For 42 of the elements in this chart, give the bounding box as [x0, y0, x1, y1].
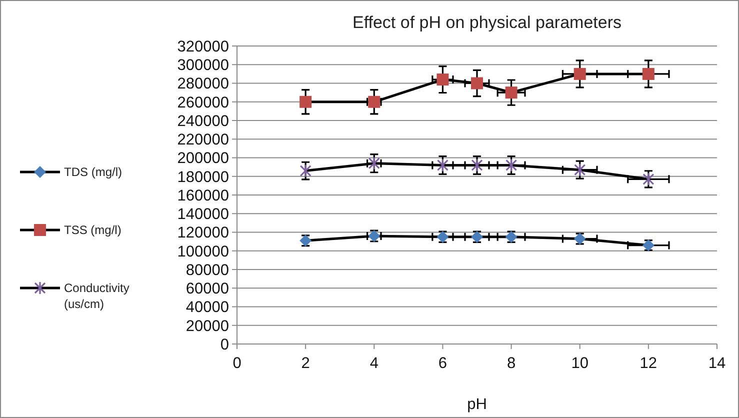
chart-title: Effect of pH on physical parameters [352, 13, 622, 32]
x-tick-label: 2 [301, 355, 310, 372]
x-tick-label: 14 [708, 355, 726, 372]
y-tick-label: 140000 [177, 206, 230, 224]
point [574, 163, 586, 177]
y-tick-label: 40000 [186, 299, 230, 316]
x-axis-title: pH [467, 396, 487, 413]
point [574, 68, 586, 80]
point [471, 77, 483, 90]
y-tick-label: 120000 [177, 224, 230, 242]
y-tick-label: 80000 [186, 262, 230, 279]
point [436, 158, 449, 172]
x-tick-label: 10 [571, 355, 589, 372]
point [471, 158, 483, 172]
y-tick-label: 20000 [186, 318, 230, 335]
y-tick-label: 300000 [177, 57, 230, 74]
x-tick-label: 0 [232, 355, 242, 372]
y-tick-label: 160000 [177, 187, 230, 204]
point [505, 158, 518, 172]
y-tick-label: 240000 [177, 112, 230, 130]
point [642, 68, 654, 80]
x-tick-label: 4 [370, 355, 379, 372]
y-tick-label: 180000 [177, 168, 230, 186]
point [436, 74, 449, 86]
point [642, 172, 654, 186]
y-tick-label: 260000 [177, 94, 230, 112]
y-tick-label: 220000 [177, 132, 230, 149]
y-tick-label: 60000 [186, 280, 230, 298]
x-tick-label: 6 [438, 355, 448, 372]
y-tick-label: 100000 [177, 243, 230, 260]
x-tick-label: 8 [506, 355, 516, 372]
point [505, 86, 518, 99]
y-tick-label: 200000 [177, 150, 230, 168]
y-tick-label: 0 [220, 336, 230, 354]
legend-label: TDS (mg/l) [64, 165, 122, 180]
point [300, 164, 312, 178]
y-tick-label: 280000 [177, 76, 230, 93]
point [300, 96, 312, 108]
legend-label: TSS (mg/l) [64, 223, 122, 238]
y-tick-label: 320000 [177, 38, 230, 56]
legend-label: Conductivity (us/cm) [64, 281, 130, 311]
x-tick-label: 12 [640, 355, 658, 372]
